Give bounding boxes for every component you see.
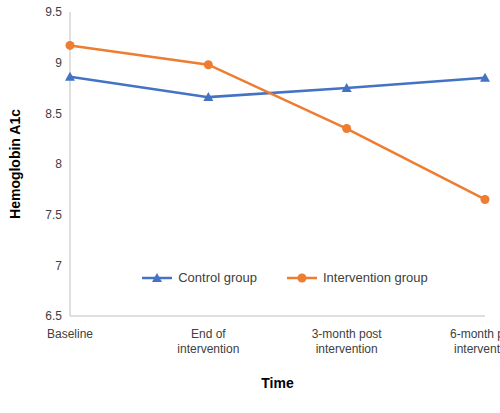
svg-text:Hemoglobin A1c: Hemoglobin A1c xyxy=(8,109,23,219)
svg-text:6-month postintervention: 6-month postintervention xyxy=(450,327,492,356)
html-text:Intervention group: Intervention group xyxy=(323,270,428,285)
svg-text:9: 9 xyxy=(55,56,62,70)
html-text:Control group: Control group xyxy=(178,270,257,285)
svg-text:8.5: 8.5 xyxy=(45,107,62,121)
svg-text:Baseline: Baseline xyxy=(47,327,93,341)
svg-text:6.5: 6.5 xyxy=(45,309,62,323)
svg-text:Time: Time xyxy=(261,375,294,391)
svg-text:8: 8 xyxy=(55,157,62,171)
svg-text:End ofintervention: End ofintervention xyxy=(177,327,239,356)
svg-text:7.5: 7.5 xyxy=(45,208,62,222)
svg-text:9.5: 9.5 xyxy=(45,5,62,19)
svg-text:3-month postintervention: 3-month postintervention xyxy=(312,327,383,356)
svg-text:7: 7 xyxy=(55,259,62,273)
